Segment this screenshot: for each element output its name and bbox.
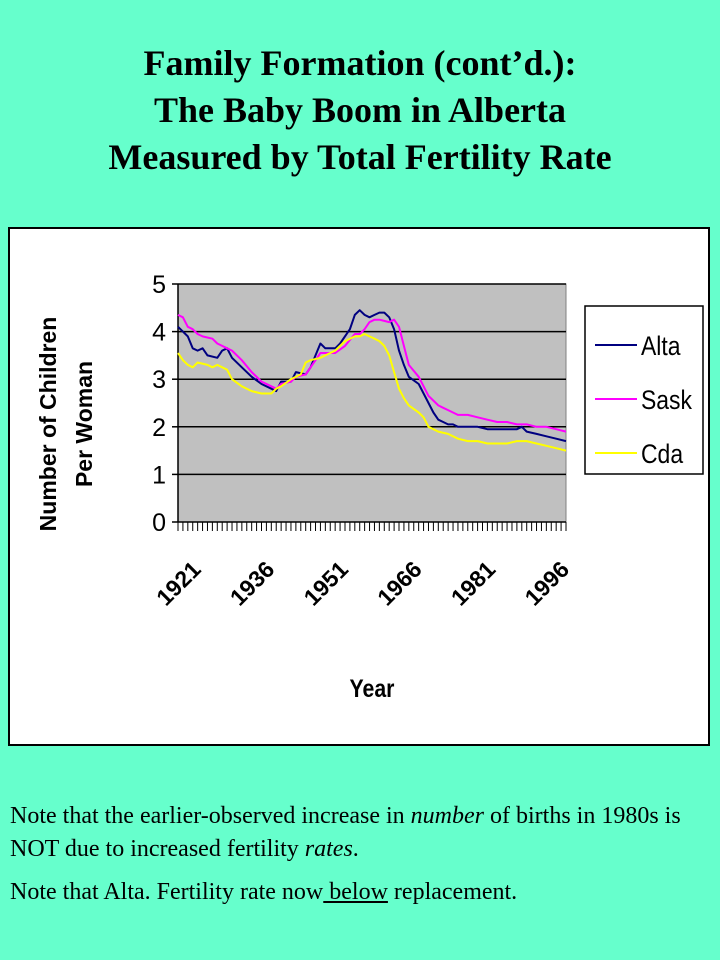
note-below-replacement: Note that Alta. Fertility rate now below… bbox=[10, 876, 710, 909]
y-axis-label-line-2: Per Woman bbox=[71, 361, 97, 487]
x-tick-label: 1951 bbox=[298, 556, 353, 611]
note1-emphasis-number: number bbox=[410, 803, 484, 829]
y-tick-label: 1 bbox=[152, 461, 166, 489]
slide-title-line-1: Family Formation (cont’d.): bbox=[143, 43, 577, 83]
x-tick-label: 1996 bbox=[520, 556, 575, 611]
y-tick-label: 4 bbox=[152, 319, 166, 347]
y-tick-label: 5 bbox=[152, 271, 166, 299]
legend: Alta Sask Cda bbox=[584, 305, 704, 475]
y-tick-label: 0 bbox=[152, 509, 166, 537]
series-line-sask bbox=[177, 314, 567, 433]
slide-title-line-3: Measured by Total Fertility Rate bbox=[108, 137, 612, 177]
fertility-rate-chart: 0 1 2 3 4 5 1921 1936 1951 1966 1981 1996 Number of… bbox=[35, 271, 704, 702]
legend-label-cda: Cda bbox=[641, 439, 683, 469]
notes: Note that the earlier-observed increase … bbox=[10, 800, 710, 909]
note2-text-b: replacement. bbox=[387, 879, 518, 905]
x-tick-label: 1966 bbox=[372, 556, 427, 611]
legend-box bbox=[584, 305, 704, 475]
x-tick-label: 1936 bbox=[225, 556, 280, 611]
note2-text-a: Note that Alta. Fertility rate now bbox=[10, 879, 324, 905]
slide-title: Family Formation (cont’d.): The Baby Boo… bbox=[0, 40, 720, 181]
series-line-cda bbox=[177, 333, 567, 452]
note1-text-a: Note that the earlier-observed increase … bbox=[10, 803, 411, 829]
x-tick-label: 1921 bbox=[151, 556, 206, 611]
note1-text-c: . bbox=[352, 836, 359, 862]
x-axis-label: Year bbox=[350, 674, 395, 702]
y-tick-label: 3 bbox=[152, 366, 166, 394]
note2-underlined-below: below bbox=[323, 879, 388, 905]
slide-title-line-2: The Baby Boom in Alberta bbox=[153, 90, 567, 130]
legend-label-alta: Alta bbox=[641, 331, 681, 361]
legend-label-sask: Sask bbox=[641, 385, 692, 415]
note1-emphasis-rates: rates bbox=[304, 836, 353, 862]
x-tick-label: 1981 bbox=[446, 556, 501, 611]
note-fertility-vs-births: Note that the earlier-observed increase … bbox=[10, 800, 710, 866]
plot-background bbox=[177, 283, 567, 523]
y-tick-label: 2 bbox=[152, 414, 166, 442]
y-axis-label-line-1: Number of Children bbox=[35, 317, 61, 532]
chart-area: 0 1 2 3 4 5 1921 1936 1951 1966 1981 1996 Number of… bbox=[8, 227, 710, 746]
series-line-alta bbox=[177, 309, 567, 443]
note1-text-b: of births in 1980s is NOT due to increas… bbox=[10, 803, 681, 862]
